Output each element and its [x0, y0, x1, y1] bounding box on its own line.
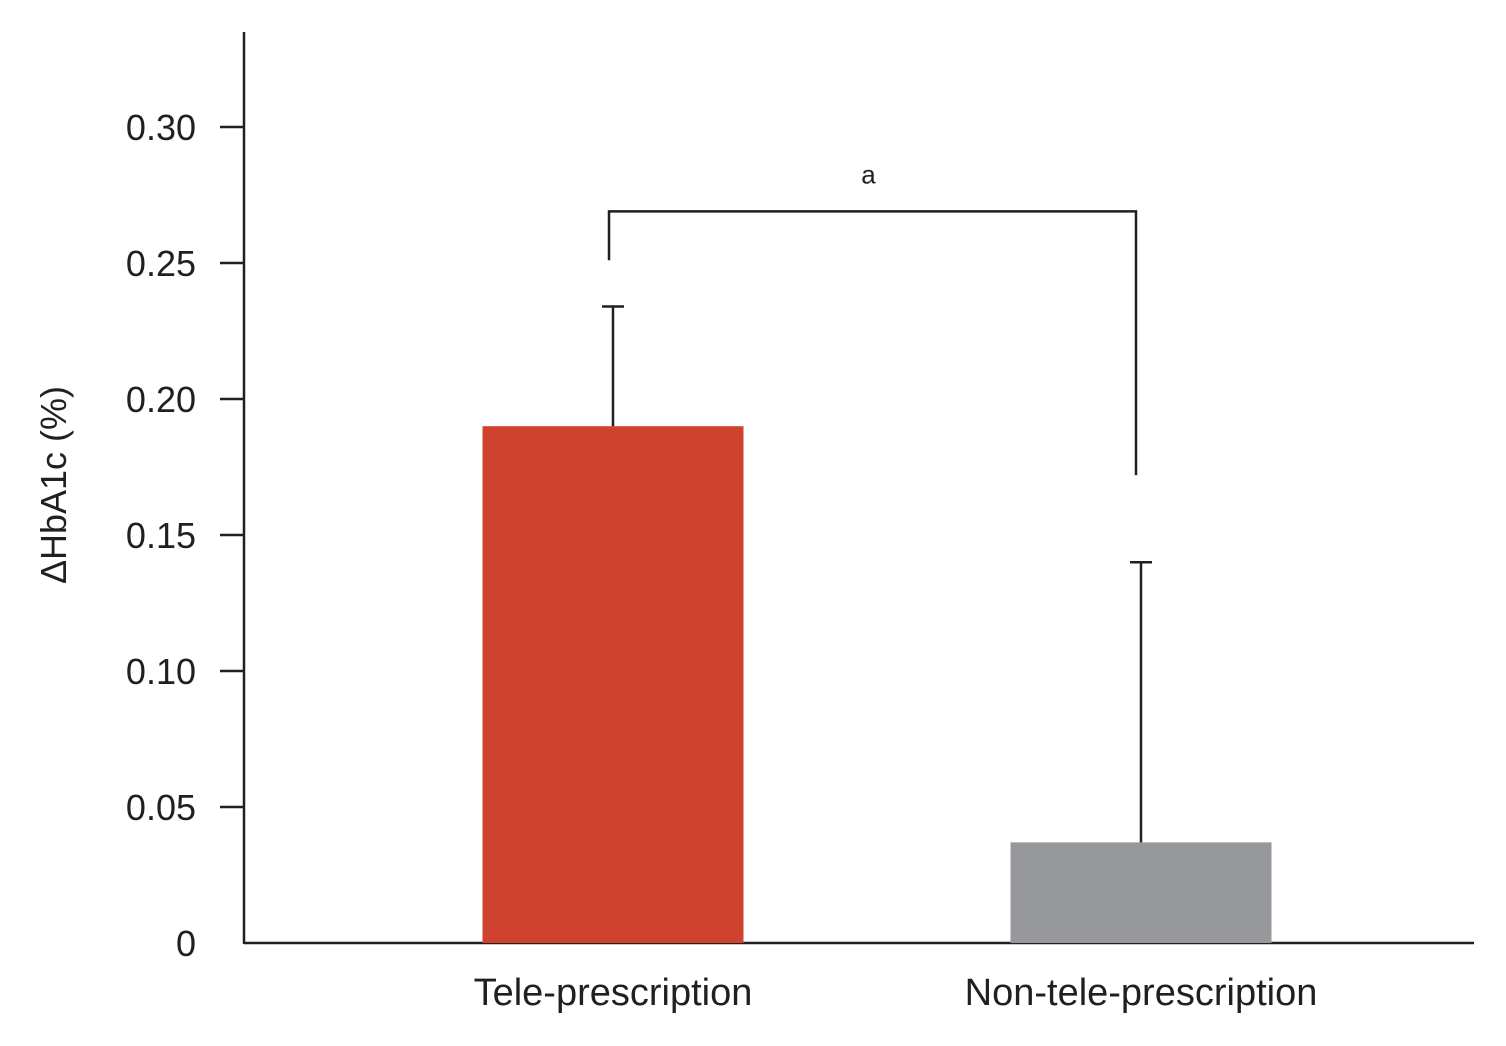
x-category-label: Tele-prescription — [474, 972, 753, 1014]
significance-label: a — [861, 159, 876, 189]
y-tick-label: 0.05 — [126, 787, 196, 828]
bar-tele-prescription — [482, 426, 744, 943]
x-axis: Tele-prescription Non-tele-prescription — [244, 941, 1474, 1014]
bar-non-tele-prescription — [1010, 842, 1272, 943]
significance-bracket: a — [607, 159, 1138, 476]
y-axis-title: ΔHbA1c (%) — [33, 386, 74, 584]
x-category-label: Non-tele-prescription — [965, 972, 1318, 1014]
bars — [482, 426, 1272, 943]
y-tick-label: 0.20 — [126, 379, 196, 420]
y-tick-label: 0.15 — [126, 515, 196, 556]
significance-bracket-line — [607, 210, 1138, 476]
y-tick-label: 0 — [176, 923, 196, 964]
y-axis: 0 0.05 0.10 0.15 0.20 0.25 0.30 — [126, 32, 246, 964]
y-tick-label: 0.25 — [126, 243, 196, 284]
error-bars — [602, 305, 1152, 843]
y-tick-label: 0.10 — [126, 651, 196, 692]
y-tick-label: 0.30 — [126, 107, 196, 148]
